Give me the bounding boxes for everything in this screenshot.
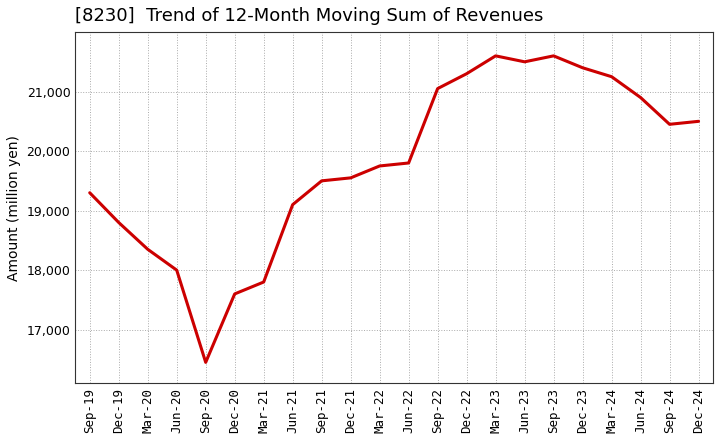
- Y-axis label: Amount (million yen): Amount (million yen): [7, 135, 21, 281]
- Text: [8230]  Trend of 12-Month Moving Sum of Revenues: [8230] Trend of 12-Month Moving Sum of R…: [75, 7, 544, 25]
